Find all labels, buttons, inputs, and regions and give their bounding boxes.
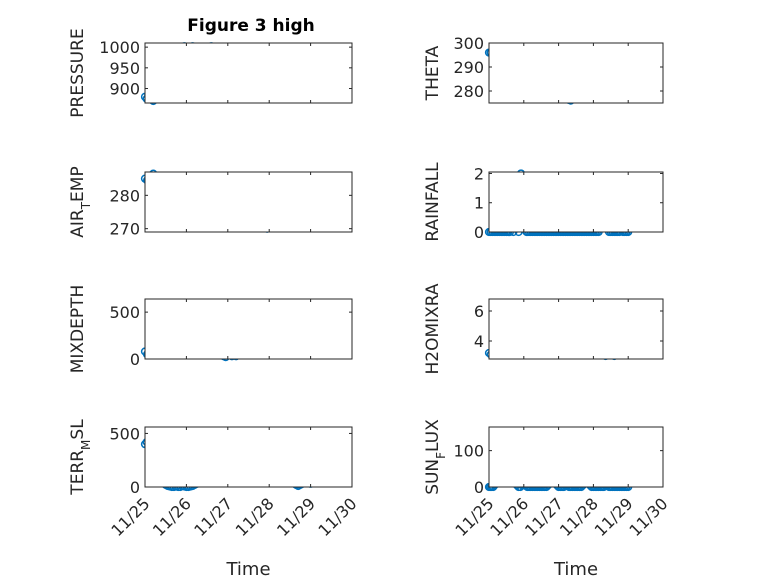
y-tick-label: 290	[453, 58, 484, 77]
y-axis-label-part: LUX	[423, 419, 443, 452]
y-axis-label-part: TERR	[68, 450, 88, 496]
y-axis-label-part: SL	[68, 419, 88, 440]
subplot-3: 270 280 AIRTEMP	[68, 166, 353, 239]
subplot-4: 0 1 2 RAINFALL	[423, 162, 664, 242]
axes-box	[144, 298, 353, 360]
subplot-5: 0 500 MIXDEPTH	[68, 285, 353, 374]
y-axis-label: THETA	[423, 45, 443, 101]
y-tick-label: 900	[109, 80, 140, 99]
y-axis-label: PRESSURE	[68, 28, 88, 117]
axes-box	[488, 171, 664, 233]
axes-box	[144, 171, 353, 233]
axes-box	[144, 426, 353, 488]
y-axis-label-part: AIR	[68, 209, 88, 238]
y-tick-label: 1000	[99, 38, 140, 57]
y-axis-label-part: RAINFALL	[423, 162, 443, 242]
y-axis-label-part: PRESSURE	[68, 28, 88, 117]
y-tick-label: 500	[109, 303, 140, 322]
y-axis-label: SUNFLUX	[423, 419, 448, 495]
y-axis-label: TERRMSL	[68, 419, 93, 496]
x-axis-label: Time	[225, 559, 270, 580]
figure-title: Figure 3 high	[187, 16, 315, 36]
y-axis-label: AIRTEMP	[68, 166, 93, 237]
y-tick-label: 0	[474, 478, 484, 497]
y-tick-label: 0	[474, 223, 484, 242]
y-tick-label: 1	[474, 194, 484, 213]
y-axis-label-part: EMP	[68, 166, 88, 202]
x-axis-label: Time	[553, 559, 598, 580]
y-tick-label: 100	[453, 442, 484, 461]
y-tick-label: 0	[130, 478, 140, 497]
axes-box	[488, 42, 664, 104]
subplot-2: 280 290 300 THETA	[423, 34, 664, 105]
y-tick-label: 2	[474, 164, 484, 183]
y-axis-label-part: THETA	[423, 45, 443, 101]
y-axis-label-subscript: F	[434, 452, 448, 459]
y-tick-label: 6	[474, 302, 484, 321]
y-tick-label: 300	[453, 34, 484, 53]
y-axis-label: RAINFALL	[423, 162, 443, 242]
y-axis-label-subscript: M	[79, 440, 93, 450]
y-axis-label: H2OMIXRA	[423, 283, 443, 374]
subplot-1: 900 950 1000 PRESSURE	[68, 28, 353, 118]
axes-box	[488, 298, 664, 360]
y-axis-label-part: SUN	[423, 459, 443, 495]
y-axis-label: MIXDEPTH	[68, 285, 88, 374]
axes-box	[488, 426, 664, 488]
y-axis-label-subscript: T	[79, 201, 93, 210]
y-tick-label: 500	[109, 424, 140, 443]
axes-box	[144, 42, 353, 104]
y-tick-label: 280	[453, 82, 484, 101]
y-tick-label: 0	[130, 350, 140, 369]
y-tick-label: 270	[109, 220, 140, 239]
y-axis-label-part: H2OMIXRA	[423, 283, 443, 374]
y-axis-label-part: MIXDEPTH	[68, 285, 88, 374]
y-tick-label: 280	[109, 186, 140, 205]
subplot-6: 4 6 H2OMIXRA	[423, 283, 664, 375]
y-tick-label: 950	[109, 59, 140, 78]
y-tick-label: 4	[474, 332, 484, 351]
